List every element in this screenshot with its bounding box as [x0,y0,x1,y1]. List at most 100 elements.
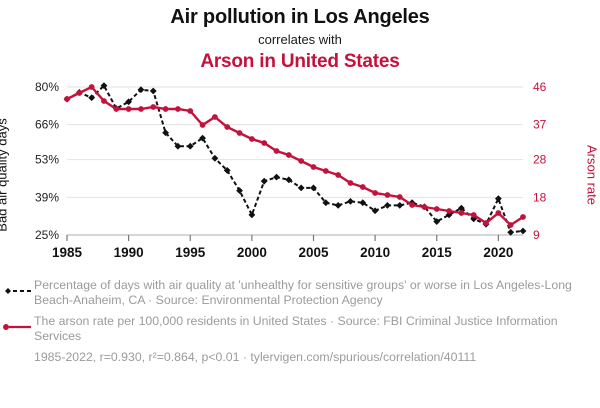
data-point [211,154,219,162]
data-point [446,208,452,214]
data-point [334,202,342,209]
data-point [236,187,243,194]
data-point [138,106,144,112]
data-point [483,220,489,226]
data-point [520,214,526,220]
data-point [248,136,255,142]
x-tick-label: 1990 [114,245,144,260]
data-point [260,177,268,185]
legend-label-air-quality: Percentage of days with air quality at '… [34,278,572,307]
data-point [347,197,354,205]
data-point [101,98,107,104]
data-point [162,129,169,137]
dot-solid-icon [0,314,34,337]
data-point [359,199,367,207]
left-tick-label: 25% [35,228,59,242]
data-point [495,210,502,216]
data-point [248,211,256,219]
series-line-arson [66,85,524,227]
data-point [150,104,157,110]
right-tick-label: 46 [533,80,547,94]
data-point [64,96,70,102]
data-point [384,192,391,198]
data-point [470,212,477,218]
data-point [298,158,305,164]
data-point [273,173,280,181]
x-tick-label: 2005 [298,245,329,260]
data-point [359,184,366,190]
right-tick-label: 9 [533,228,540,242]
data-point [457,204,465,212]
data-point [162,106,169,112]
right-tick-label: 18 [533,190,547,204]
data-point [236,130,243,136]
left-axis-title: Bad air quality days [0,118,10,232]
data-point [187,108,194,114]
data-point [113,106,120,112]
data-point [433,206,440,212]
data-point [261,140,268,146]
data-point [125,106,132,112]
data-point [88,84,95,90]
data-point [421,204,428,210]
legend-label-arson: The arson rate per 100,000 residents in … [34,314,558,343]
title-connector: correlates with [258,32,342,47]
data-point [322,199,330,207]
chart-legend: Percentage of days with air quality at '… [0,278,600,364]
x-tick-label: 2020 [483,245,513,260]
data-point [384,202,391,209]
x-tick-label: 1985 [52,245,83,260]
data-point [347,180,354,186]
data-point [285,176,293,184]
data-point [310,164,317,170]
right-tick-label: 37 [533,118,547,132]
data-point [396,194,403,200]
left-tick-label: 66% [35,118,59,132]
line-chart-svg: 25% 9 39% 18 53% 28 66% 37 80% 46 1985 1990 1995 2000… [35,80,547,260]
data-point [409,202,415,208]
left-tick-label: 39% [35,190,59,204]
left-tick-label: 80% [35,80,59,94]
data-point [494,195,502,203]
data-point [223,167,231,174]
data-point [88,94,96,102]
chart-area: Bad air quality days Arson rate 25% 9 39% 1… [0,79,600,269]
chart-titles: Air pollution in Los Angeles correlates … [0,0,600,73]
data-point [199,122,206,128]
data-point [396,202,404,209]
page-title: Air pollution in Los Angeles [170,6,430,28]
data-point [507,222,514,228]
x-tick-label: 2015 [422,245,453,260]
data-point [149,87,157,95]
legend-item-air-quality: Percentage of days with air quality at '… [0,278,600,307]
correlation-footnote: 1985-2022, r=0.930, r²=0.864, p<0.01 · t… [34,350,477,365]
data-point [372,190,379,196]
data-point [211,114,218,120]
data-point [458,210,465,216]
data-point [285,152,292,158]
data-point [507,228,515,236]
data-point [371,207,379,215]
left-tick-label: 53% [35,153,59,167]
data-point [186,142,194,150]
data-point [470,215,478,223]
data-point [199,134,206,142]
data-point [519,227,527,235]
data-point [297,184,305,192]
page-subtitle: Arson in United States [200,51,400,72]
data-point [175,106,181,112]
data-point [310,184,317,192]
data-point [76,90,83,96]
right-tick-label: 28 [533,153,547,167]
diamond-dashed-icon [0,278,34,301]
legend-item-arson: The arson rate per 100,000 residents in … [0,314,600,343]
x-tick-label: 2010 [360,245,390,260]
data-point [174,142,182,150]
data-point [322,168,329,174]
data-point [273,148,280,154]
data-point [224,124,231,130]
data-point [433,218,441,225]
right-axis-title: Arson rate [584,145,600,205]
data-point [335,172,342,178]
x-tick-label: 1995 [175,245,206,260]
